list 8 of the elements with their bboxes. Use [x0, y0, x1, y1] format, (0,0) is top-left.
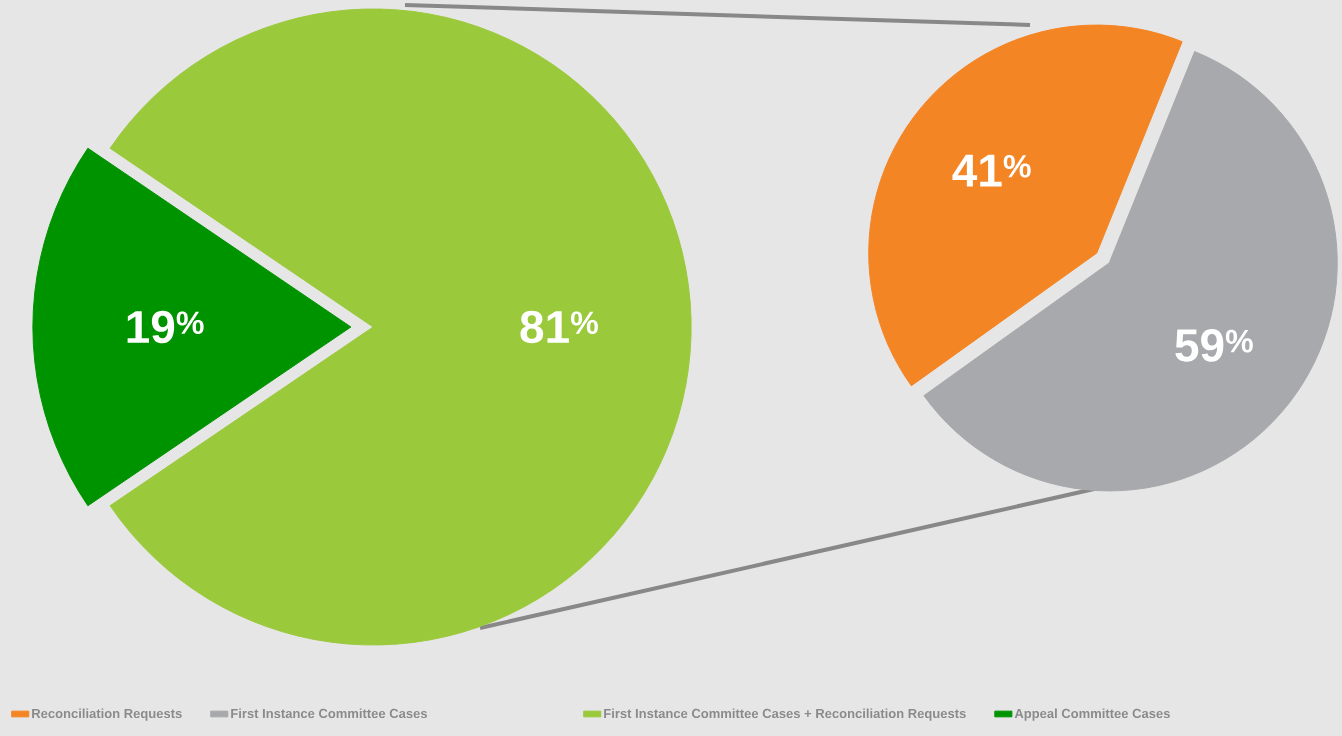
legend-label: Reconciliation Requests — [32, 708, 182, 721]
data-label: 19$^{%}$ — [127, 310, 204, 344]
data-label: 41$^{%}$ — [952, 154, 1031, 187]
legend-label: First Instance Committee Cases — [231, 708, 427, 719]
legend-label: Appeal Committee Cases — [1014, 708, 1170, 721]
data-label: 81$^{%}$ — [520, 310, 598, 344]
data-label: 59$^{%}$ — [1175, 329, 1253, 362]
legend-label: First Instance Committee Cases + Reconciliation Requests — [604, 708, 966, 721]
